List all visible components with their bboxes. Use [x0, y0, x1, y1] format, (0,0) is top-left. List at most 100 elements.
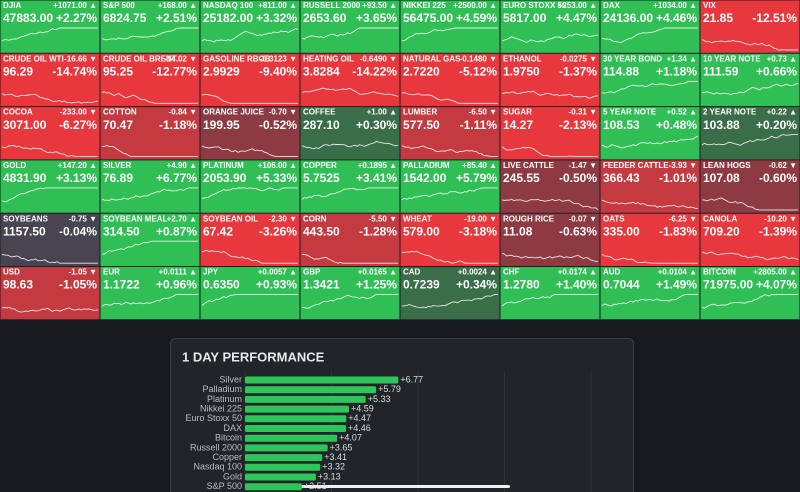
ticker-pct: -0.60% — [759, 171, 797, 185]
tile-bg — [200, 107, 300, 160]
sparkline — [101, 27, 198, 41]
ticker-price: 287.10 — [303, 118, 340, 132]
ticker-price: 1.1722 — [103, 278, 140, 292]
ticker-tile: AUD +0.0104 ▲ 0.7044 +1.49% — [600, 267, 700, 320]
ticker-change: -16.66 ▼ — [64, 54, 97, 63]
ticker-price: 443.50 — [303, 224, 340, 238]
bar-value: +2.27 — [298, 491, 321, 492]
sparkline — [1, 306, 99, 313]
ticker-price: 1.9750 — [503, 64, 540, 78]
ticker-tile: GBP +0.0165 ▲ 1.3421 +1.25% — [300, 267, 400, 320]
ticker-price: 56475.00 — [403, 11, 453, 25]
ticker-name: COCOA — [3, 108, 33, 117]
sparkline — [701, 39, 798, 51]
tile-bg — [500, 107, 600, 160]
sparkline — [701, 134, 798, 146]
tile-bg — [300, 53, 400, 107]
tile-bg — [100, 53, 200, 107]
sparkline — [401, 145, 498, 158]
bar-label: Bitcoin — [215, 433, 242, 443]
sparkline — [201, 27, 299, 43]
sparkline — [701, 294, 798, 309]
ticker-change: +106.00 ▲ — [258, 161, 297, 170]
ticker-price: 335.00 — [603, 224, 640, 238]
ticker-tile: JPY +0.0057 ▲ 0.6350 +0.93% — [200, 267, 300, 320]
ticker-change: +4.90 ▲ — [167, 161, 197, 170]
bar — [245, 454, 323, 462]
tile-bg — [600, 53, 700, 107]
bar — [245, 425, 347, 432]
bar-label: Platinum — [207, 394, 242, 404]
home-indicator — [290, 485, 510, 488]
tile-bg — [200, 267, 300, 320]
tile-bg — [0, 53, 100, 107]
ticker-tile: CANOLA -10.20 ▼ 709.20 -1.39% — [700, 213, 800, 266]
ticker-tile: DAX +1034.00 ▲24136.00 +4.46% — [600, 0, 700, 53]
ticker-tile: CAD +0.0024 ▲ 0.7239 +0.34% — [400, 267, 500, 320]
sparkline — [401, 27, 498, 42]
sparkline — [301, 140, 399, 150]
ticker-tile: NASDAQ 100 +811.00 ▲ 25182.00 +3.32% — [200, 0, 300, 53]
ticker-name: NASDAQ 100 — [203, 1, 254, 10]
ticker-tile: OATS -6.25 ▼ 335.00 -1.83% — [600, 213, 700, 266]
ticker-change: -0.84 ▼ — [169, 108, 197, 117]
ticker-change: -19.00 ▼ — [464, 214, 497, 223]
ticker-pct: -1.28% — [359, 224, 397, 238]
tile-bg — [0, 0, 100, 53]
bar — [245, 434, 338, 442]
ticker-change: +0.52 ▲ — [667, 108, 697, 117]
ticker-tile: WHEAT -19.00 ▼ 579.00 -3.18% — [400, 213, 500, 266]
sparkline — [501, 146, 598, 158]
bar — [245, 386, 377, 394]
ticker-change: +253.00 ▲ — [558, 1, 597, 10]
tile-bg — [400, 160, 500, 213]
ticker-name: EUR — [103, 268, 120, 277]
chart-title: 1 DAY PERFORMANCE — [182, 349, 325, 364]
ticker-pct: +3.13% — [56, 171, 97, 185]
ticker-pct: +4.07% — [756, 278, 797, 292]
sparkline — [601, 135, 699, 149]
ticker-name: PLATINUM — [203, 161, 244, 170]
ticker-name: 5 YEAR NOTE — [603, 108, 657, 117]
sparkline — [501, 90, 599, 99]
bar — [245, 483, 302, 491]
ticker-price: 0.7044 — [603, 278, 640, 292]
tile-bg — [600, 160, 700, 213]
sparkline — [401, 250, 498, 264]
ticker-tile: ORANGE JUICE -0.70 ▼ 199.95 -0.52% — [200, 107, 300, 160]
tile-bg — [600, 107, 700, 160]
ticker-price: 1157.50 — [3, 224, 46, 238]
ticker-price: 709.20 — [703, 224, 740, 238]
ticker-tile: NIKKEI 225 +2500.00 ▲56475.00 +4.59% — [400, 0, 500, 53]
ticker-change: -0.0275 ▼ — [560, 54, 597, 63]
ticker-name: NATURAL GAS — [403, 54, 461, 63]
sparkline — [401, 92, 498, 104]
ticker-tile: COFFEE +1.00 ▲ 287.10 +0.30% — [300, 107, 400, 160]
sparkline — [601, 80, 698, 94]
bar — [245, 444, 328, 452]
bar — [245, 415, 347, 423]
bar-value: +4.59 — [351, 403, 374, 413]
ticker-price: 70.47 — [103, 118, 133, 132]
ticker-tile: DJIA +1071.00 ▲47883.00 +2.27% — [0, 0, 100, 53]
bar-label: Palladium — [202, 384, 242, 394]
bar-label: Euro Stoxx 50 — [185, 413, 242, 423]
tile-bg — [0, 160, 100, 213]
ticker-name: VIX — [703, 1, 717, 10]
ticker-change: +0.73 ▲ — [767, 54, 797, 63]
ticker-change: +0.1895 ▲ — [358, 161, 397, 170]
ticker-name: DJIA — [3, 1, 21, 10]
ticker-name: CANOLA — [703, 214, 737, 223]
ticker-pct: -0.50% — [559, 171, 597, 185]
sparkline — [401, 294, 498, 309]
ticker-change: +85.40 ▲ — [462, 161, 497, 170]
ticker-price: 67.42 — [203, 224, 233, 238]
ticker-name: WHEAT — [403, 214, 432, 223]
ticker-change: +0.0165 ▲ — [358, 268, 397, 277]
ticker-price: 24136.00 — [603, 11, 653, 25]
ticker-change: +0.0104 ▲ — [658, 268, 697, 277]
bar-label: DAX — [223, 423, 242, 433]
ticker-change: -0.07 ▼ — [569, 214, 597, 223]
ticker-tile: 30 YEAR BOND +1.34 ▲ 114.88 +1.18% — [600, 53, 700, 107]
ticker-tile: EUR +0.0111 ▲ 1.1722 +0.96% — [100, 267, 200, 320]
